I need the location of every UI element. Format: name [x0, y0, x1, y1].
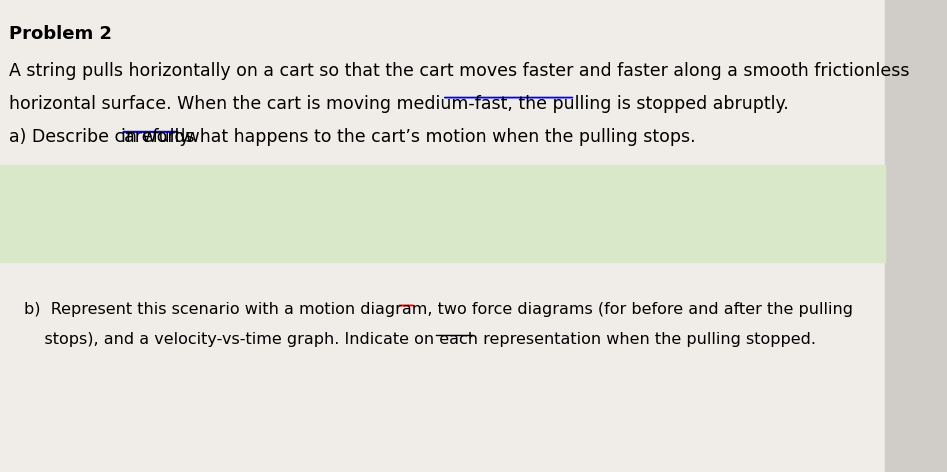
Text: in words: in words [121, 128, 194, 146]
Text: stops), and a velocity-vs-time graph. Indicate on each representation when the p: stops), and a velocity-vs-time graph. In… [25, 332, 816, 347]
Text: horizontal surface. When the cart is moving medium-fast, the pulling is stopped : horizontal surface. When the cart is mov… [9, 95, 789, 113]
Text: Problem 2: Problem 2 [9, 25, 112, 43]
Text: The cart’s motion when the pulling stops is constant, it moves at the same speed: The cart’s motion when the pulling stops… [9, 168, 861, 187]
Text: what happens to the cart’s motion when the pulling stops.: what happens to the cart’s motion when t… [180, 128, 696, 146]
Text: a) Describe carefully: a) Describe carefully [9, 128, 195, 146]
Text: when the pulling is stopped because the surface is smooth and frictionless.: when the pulling is stopped because the … [9, 205, 769, 225]
Text: b)  Represent this scenario with a motion diagram, two force diagrams (for befor: b) Represent this scenario with a motion… [25, 302, 853, 317]
Text: A string pulls horizontally on a cart so that the cart moves faster and faster a: A string pulls horizontally on a cart so… [9, 62, 909, 80]
